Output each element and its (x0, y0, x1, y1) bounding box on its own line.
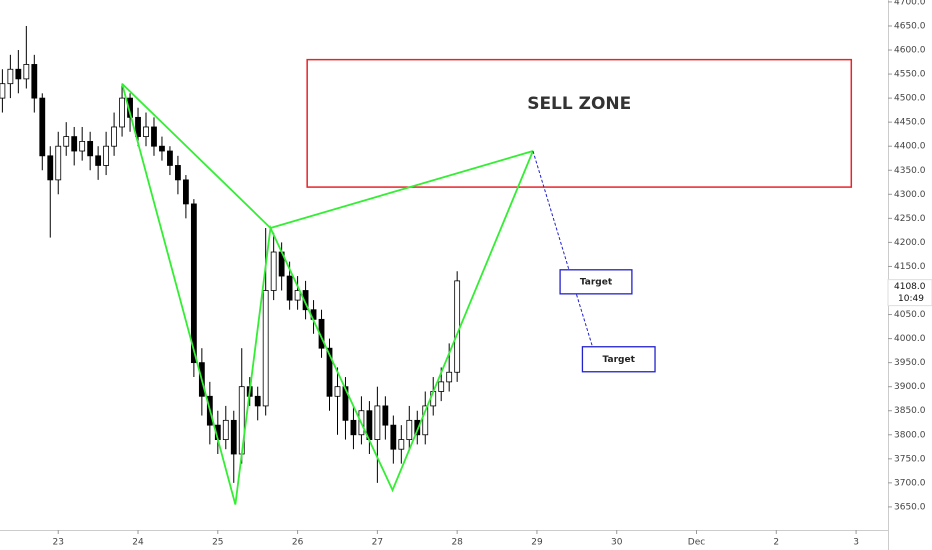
y-tick-label: 4700.0 (894, 0, 926, 7)
candle-body (55, 145, 62, 181)
target-box (581, 346, 656, 373)
x-tick-label: 28 (451, 538, 463, 548)
candle-body (159, 145, 165, 152)
candle-body (454, 280, 461, 373)
candle-body (406, 419, 413, 440)
candle-body (438, 381, 445, 392)
candle-body (103, 145, 110, 166)
y-tick-label: 3800.0 (894, 430, 926, 440)
candle-body (87, 140, 94, 157)
y-tick-label: 3650.0 (894, 502, 926, 512)
candle-body (15, 68, 22, 80)
candle-body (175, 165, 181, 181)
candle-body (446, 371, 453, 383)
candle-body (350, 419, 357, 436)
y-tick-label: 4350.0 (894, 166, 926, 176)
candle-body (79, 140, 86, 152)
target-box (559, 269, 633, 295)
y-tick-label: 3700.0 (894, 478, 926, 488)
y-tick-label: 3850.0 (894, 406, 926, 416)
pattern-diagonal (270, 150, 534, 229)
y-tick-label: 4400.0 (894, 142, 926, 152)
candle-body (270, 251, 277, 291)
candle-body (167, 150, 173, 166)
y-tick-label: 4500.0 (894, 94, 926, 104)
candle-body (398, 439, 405, 450)
candle-body (31, 64, 38, 99)
candle-body (143, 126, 149, 137)
y-tick-label: 3750.0 (894, 454, 926, 464)
candle-body (23, 64, 30, 80)
candle-body (254, 395, 261, 407)
x-tick-label: 25 (212, 538, 223, 548)
candle-body (222, 419, 229, 440)
x-tick-label: 30 (611, 538, 623, 548)
candle-body (39, 97, 46, 157)
y-tick-label: 4250.0 (894, 214, 926, 224)
candle-body (182, 179, 189, 205)
y-tick-label: 3900.0 (894, 382, 926, 392)
y-tick-label: 3950.0 (894, 358, 926, 368)
candle-body (135, 116, 141, 137)
last-price-label: 4108.0 (894, 282, 926, 292)
y-tick-label: 4050.0 (894, 310, 926, 320)
candle-body (414, 419, 421, 436)
candle-body (111, 126, 117, 147)
y-tick-label: 4300.0 (894, 190, 926, 200)
y-tick-label: 4450.0 (894, 118, 926, 128)
sell-zone-label: SELL ZONE (527, 94, 631, 114)
target-label: Target (580, 277, 613, 287)
candle-body (151, 126, 157, 147)
candle-body (294, 290, 301, 301)
candle-body (286, 275, 293, 301)
x-tick-label: Dec (688, 538, 705, 548)
candle-body (342, 386, 349, 421)
pattern-diagonal (121, 83, 272, 229)
last-price-tag (887, 279, 932, 307)
y-tick-label: 4200.0 (894, 238, 926, 248)
y-tick-label: 4000.0 (894, 334, 926, 344)
y-tick-label: 4650.0 (894, 21, 926, 31)
candle-body (326, 347, 333, 397)
candle-body (119, 97, 125, 128)
x-tick-label: 3 (853, 538, 859, 548)
candle-body (47, 155, 54, 181)
candle-body (71, 136, 78, 152)
sell-zone (306, 58, 853, 188)
x-tick-label: 26 (292, 538, 304, 548)
candle-body (390, 424, 397, 450)
candle-body (63, 136, 70, 147)
x-tick-label: 2 (773, 538, 779, 548)
candle-body (374, 405, 381, 440)
y-tick-label: 4150.0 (894, 262, 926, 272)
y-tick-label: 4550.0 (894, 70, 926, 80)
time-label: 10:49 (898, 294, 924, 304)
candle-body (382, 405, 389, 426)
candle-body (190, 203, 197, 364)
x-tick-label: 29 (531, 538, 543, 548)
candle-body (230, 419, 237, 455)
candle-body (7, 68, 14, 85)
x-tick-label: 23 (53, 538, 64, 548)
candle-body (127, 97, 133, 118)
candle-body (95, 155, 102, 166)
candle-body (422, 405, 429, 436)
x-tick-label: 24 (132, 538, 144, 548)
y-tick-label: 4600.0 (894, 46, 926, 56)
candle-body (0, 83, 6, 99)
candle-body (262, 290, 269, 407)
x-tick-label: 27 (372, 538, 383, 548)
target-label: Target (603, 355, 636, 365)
candle-body (334, 386, 341, 397)
